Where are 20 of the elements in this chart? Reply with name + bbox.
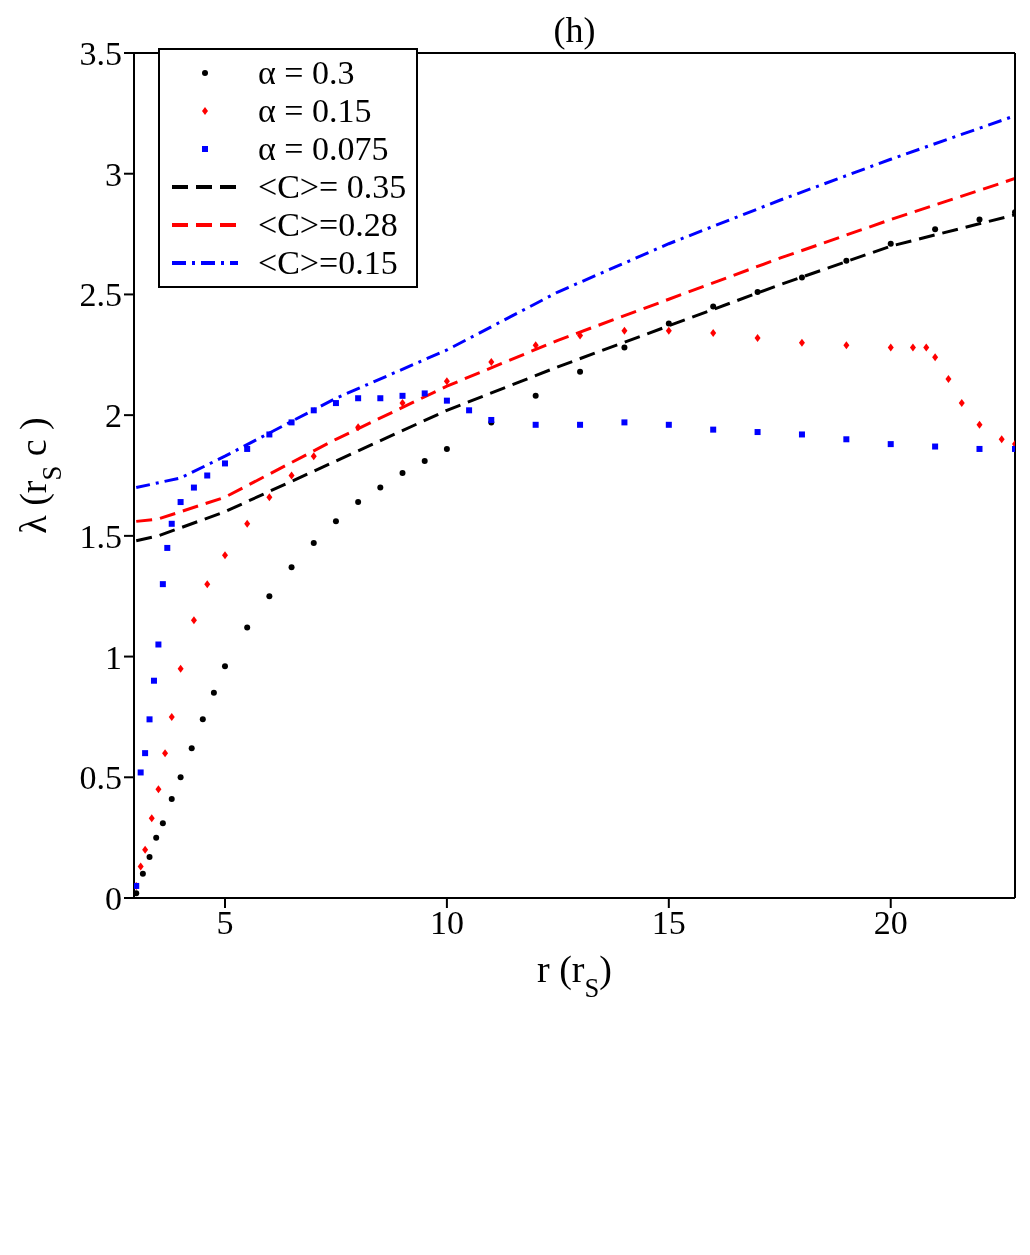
y-tick-label: 3 [105,155,122,193]
y-tick-label: 0 [105,880,122,918]
y-tick-label: 0.5 [79,759,122,797]
x-tick-label: 10 [429,904,464,942]
x-axis-title: r (r$_{S}$) [537,948,612,1003]
x-tick-label: 15 [651,904,686,942]
legend-label: <C>=0.28 [258,206,398,244]
y-tick-label: 1.5 [79,517,122,555]
legend-label: α = 0.15 [258,92,372,130]
y-tick-label: 1 [105,638,122,676]
y-tick-label: 2 [105,397,122,435]
legend-label: <C>=0.15 [258,244,398,282]
x-tick-label: 5 [216,904,234,942]
legend-label: α = 0.075 [258,130,389,168]
y-tick-label: 2.5 [79,276,122,314]
legend-label: α = 0.3 [258,54,355,92]
legend-label: <C>= 0.35 [258,168,407,206]
x-tick-label: 20 [873,904,908,942]
chart-title: (h) [553,10,596,50]
y-tick-label: 3.5 [79,35,122,73]
